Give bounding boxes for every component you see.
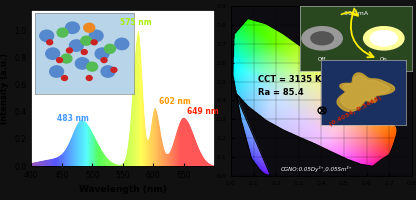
Text: 602 nm: 602 nm [159, 97, 191, 106]
Text: 575 nm: 575 nm [120, 18, 152, 27]
Text: CGNO:0.05Dy³⁺,0.05Sm³⁺: CGNO:0.05Dy³⁺,0.05Sm³⁺ [281, 166, 353, 172]
X-axis label: Wavelength (nm): Wavelength (nm) [79, 185, 167, 194]
Text: 649 nm: 649 nm [187, 107, 218, 116]
Text: (0.4034, 0.3468): (0.4034, 0.3468) [329, 95, 383, 127]
Text: 483 nm: 483 nm [57, 114, 89, 123]
Text: CCT = 3135 K: CCT = 3135 K [258, 75, 322, 84]
Y-axis label: Intensity (a.u.): Intensity (a.u.) [0, 52, 9, 124]
Text: Ra = 85.4: Ra = 85.4 [258, 88, 304, 97]
